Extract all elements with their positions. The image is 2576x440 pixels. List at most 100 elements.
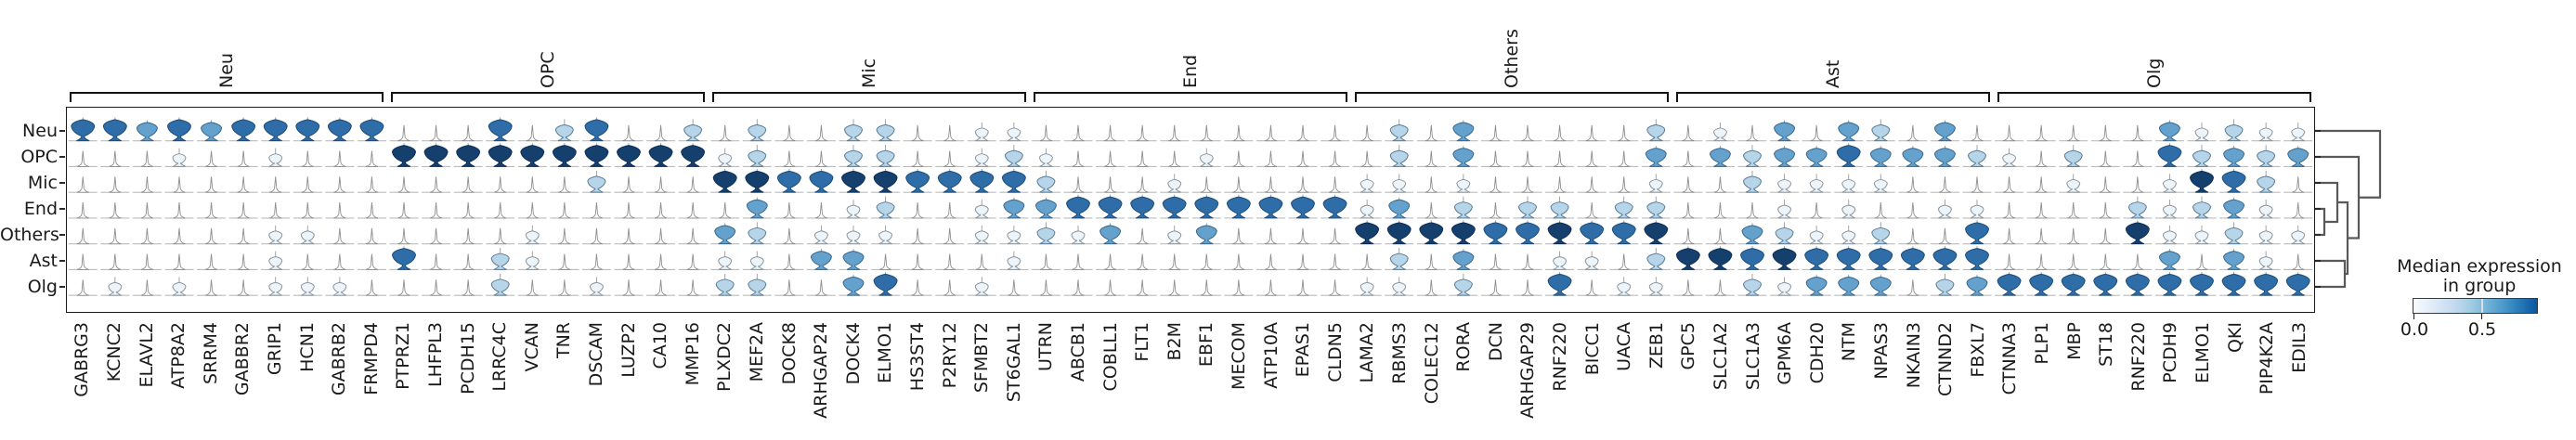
gene-label-plxdc2: PLXDC2 [714, 322, 735, 393]
row-label-neu: Neu [22, 121, 58, 141]
gene-label-hs3st4: HS3ST4 [906, 322, 928, 392]
group-bracket-mic [712, 92, 1026, 102]
colorbar-title-line2: in group [2442, 276, 2517, 296]
group-label-neu: Neu [216, 53, 237, 88]
row-tick-left-opc [59, 156, 65, 158]
gene-label-mbp: MBP [2063, 322, 2085, 360]
gene-label-rbms3: RBMS3 [1388, 322, 1410, 384]
group-bracket-olg [1997, 92, 2311, 102]
colorbar-tick-0 [2413, 314, 2415, 319]
colorbar-tick-label-05: 0.5 [2467, 319, 2497, 340]
gene-label-ptprz1: PTPRZ1 [393, 322, 414, 390]
gene-label-plp1: PLP1 [2031, 322, 2052, 365]
group-bracket-ast [1676, 92, 1990, 102]
dendrogram-links [2315, 129, 2382, 289]
gene-label-mmp16: MMP16 [682, 322, 703, 386]
gene-label-slc1a2: SLC1A2 [1710, 322, 1731, 391]
row-tick-left-end [59, 208, 65, 210]
violin-row-opc [68, 143, 2313, 167]
gene-label-epas1: EPAS1 [1293, 322, 1314, 378]
gene-label-ebf1: EBF1 [1196, 322, 1217, 368]
gene-label-rnf220: RNF220 [2127, 322, 2149, 392]
gene-label-cldn5: CLDN5 [1324, 322, 1346, 382]
violin-plot-area [66, 107, 2315, 313]
gene-label-zeb1: ZEB1 [1646, 322, 1667, 369]
row-label-end: End [23, 199, 58, 219]
row-tick-right-mic [2315, 182, 2321, 184]
violin-row-others [68, 220, 2313, 245]
gene-label-p2ry12: P2RY12 [939, 322, 960, 389]
gene-label-sfmbt2: SFMBT2 [971, 322, 993, 394]
gene-label-dock8: DOCK8 [778, 322, 800, 385]
colorbar-mid-line [2481, 299, 2483, 313]
colorbar-gradient [2413, 298, 2538, 314]
violin-row-neu [68, 117, 2313, 142]
gene-label-fbxl7: FBXL7 [1967, 322, 1988, 378]
gene-label-utrn: UTRN [1035, 322, 1057, 371]
gene-label-abcb1: ABCB1 [1067, 322, 1088, 382]
gene-label-srrm4: SRRM4 [200, 322, 221, 384]
violin-grid-svg [68, 117, 2313, 296]
gene-label-frmpd4: FRMPD4 [360, 322, 382, 395]
row-tick-left-ast [59, 260, 65, 262]
gene-label-kcnc2: KCNC2 [103, 322, 124, 382]
gene-label-elmo1: ELMO1 [2192, 322, 2213, 384]
gene-label-pcdh9: PCDH9 [2160, 322, 2181, 383]
group-label-mic: Mic [859, 58, 879, 88]
violin-row-ast [68, 246, 2313, 270]
row-tick-left-mic [59, 182, 65, 184]
gene-label-grip1: GRIP1 [264, 322, 285, 376]
gene-label-flt1: FLT1 [1132, 322, 1153, 362]
colorbar-title: Median expression in group [2388, 257, 2570, 296]
violin-row-mic [68, 168, 2313, 193]
group-label-olg: Olg [2144, 58, 2165, 88]
row-label-mic: Mic [27, 173, 58, 193]
gene-label-npas3: NPAS3 [1870, 322, 1892, 380]
row-label-opc: OPC [20, 147, 58, 167]
group-bracket-others [1355, 92, 1669, 102]
gene-label-mecom: MECOM [1228, 322, 1249, 391]
gene-label-mef2a: MEF2A [746, 322, 767, 382]
gene-label-lhfpl3: LHFPL3 [424, 322, 446, 387]
group-bracket-neu [70, 92, 384, 102]
row-tick-right-olg [2315, 286, 2321, 288]
row-label-others: Others [0, 225, 59, 245]
gene-label-ctnnd2: CTNND2 [1935, 322, 1957, 397]
group-bracket-opc [391, 92, 705, 102]
gene-label-st18: ST18 [2096, 322, 2117, 367]
gene-label-cdh20: CDH20 [1806, 322, 1828, 384]
gene-label-slc1a3: SLC1A3 [1742, 322, 1763, 391]
gene-label-gpm6a: GPM6A [1775, 322, 1796, 385]
gene-label-uaca: UACA [1614, 322, 1635, 371]
gene-label-pcdh15: PCDH15 [457, 322, 478, 395]
group-label-ast: Ast [1823, 59, 1843, 88]
gene-label-ctnna3: CTNNA3 [1999, 322, 2021, 395]
gene-label-gabbr2: GABBR2 [232, 322, 254, 396]
gene-label-colec12: COLEC12 [1421, 322, 1442, 405]
gene-label-arhgap24: ARHGAP24 [811, 322, 832, 419]
gene-label-dscam: DSCAM [585, 322, 606, 387]
row-tick-left-others [59, 234, 65, 236]
row-tick-left-neu [59, 130, 65, 132]
group-label-others: Others [1502, 29, 1522, 88]
gene-label-bicc1: BICC1 [1581, 322, 1603, 376]
gene-label-dcn: DCN [1485, 322, 1506, 362]
gene-label-gabrg3: GABRG3 [72, 322, 93, 397]
gene-label-tnr: TNR [553, 322, 575, 359]
gene-label-hcn1: HCN1 [296, 322, 318, 372]
colorbar-tick-label-0: 0.0 [2400, 319, 2429, 340]
gene-label-rora: RORA [1453, 322, 1475, 372]
gene-label-rnf220: RNF220 [1549, 322, 1570, 392]
gene-label-nkain3: NKAIN3 [1903, 322, 1924, 389]
group-bracket-end [1034, 92, 1347, 102]
gene-label-lama2: LAMA2 [1357, 322, 1378, 383]
gene-label-dock4: DOCK4 [842, 322, 864, 385]
gene-label-pip4k2a: PIP4K2A [2257, 322, 2278, 395]
colorbar-tick-05 [2481, 314, 2483, 319]
dendrogram [2315, 129, 2382, 289]
gene-label-b2m: B2M [1164, 322, 1185, 361]
row-tick-right-opc [2315, 156, 2321, 158]
gene-label-elavl2: ELAVL2 [136, 322, 157, 388]
gene-label-lrrc4c: LRRC4C [489, 322, 511, 392]
